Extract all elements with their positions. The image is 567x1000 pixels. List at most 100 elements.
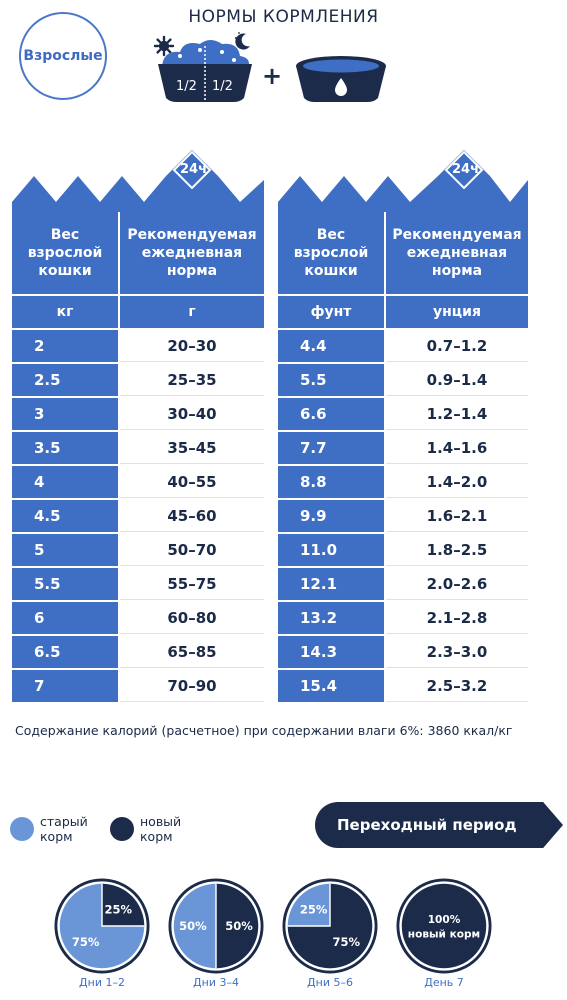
food-bowl-icon	[158, 40, 252, 102]
table-row: 6 60–80	[12, 602, 264, 636]
imperial-rows: 4.4 0.7–1.2 5.5 0.9–1.4 6.6 1.2–1.4 7.7 1.4–1.6…	[278, 330, 528, 704]
transition-pie: 25% 75% Дни 1–2	[52, 878, 152, 989]
metric-weight-header: Вес взрослой кошки	[12, 212, 120, 294]
bowl-half-left-label: 1/2	[176, 79, 197, 94]
pie-separator	[287, 883, 331, 927]
norm-cell: 2.3–3.0	[386, 636, 528, 668]
table-row: 7.7 1.4–1.6	[278, 432, 528, 466]
adult-badge: Взрослые	[19, 12, 107, 100]
weight-cell: 3.5	[12, 432, 120, 464]
moon-icon	[235, 32, 250, 50]
pie-label-old: 25%	[300, 903, 328, 917]
norm-cell: 0.9–1.4	[386, 364, 528, 396]
metric-period-label: 24ч	[180, 162, 208, 177]
weight-cell: 2	[12, 330, 120, 362]
pie-label-new: 25%	[105, 903, 133, 917]
weight-cell: 7	[12, 670, 120, 702]
table-row: 15.4 2.5–3.2	[278, 670, 528, 704]
norm-cell: 20–30	[120, 330, 264, 362]
legend-old-food: старый корм	[10, 814, 88, 844]
weight-cell: 5.5	[12, 568, 120, 600]
transition-pie: 75% 25% Дни 5–6	[280, 878, 380, 989]
weight-cell: 8.8	[278, 466, 386, 498]
pie-slice-new	[216, 883, 259, 969]
page-title: НОРМЫ КОРМЛЕНИЯ	[188, 7, 379, 27]
table-row: 7 70–90	[12, 670, 264, 704]
pie-ring	[282, 878, 378, 974]
transition-period-label: Переходный период	[337, 816, 517, 834]
table-row: 5.5 0.9–1.4	[278, 364, 528, 398]
table-row: 13.2 2.1–2.8	[278, 602, 528, 636]
norm-cell: 35–45	[120, 432, 264, 464]
table-row: 4 40–55	[12, 466, 264, 500]
pie-chart: 100% новый корм	[396, 878, 492, 974]
norm-cell: 25–35	[120, 364, 264, 396]
pie-ring	[54, 878, 150, 974]
norm-cell: 2.5–3.2	[386, 670, 528, 702]
norm-cell: 0.7–1.2	[386, 330, 528, 362]
norm-cell: 70–90	[120, 670, 264, 702]
adult-badge-label: Взрослые	[23, 48, 103, 64]
metric-norm-header: Рекомендуемая ежедневная норма	[127, 227, 257, 279]
weight-cell: 3	[12, 398, 120, 430]
bowl-half-right-label: 1/2	[212, 79, 233, 94]
imperial-weight-header: Вес взрослой кошки	[278, 212, 386, 294]
weight-cell: 6.5	[12, 636, 120, 668]
weight-cell: 4	[12, 466, 120, 498]
table-row: 8.8 1.4–2.0	[278, 466, 528, 500]
feeding-illustration: 1/2 1/2 +	[153, 32, 386, 102]
weight-cell: 5.5	[278, 364, 386, 396]
norm-cell: 45–60	[120, 500, 264, 532]
weight-cell: 13.2	[278, 602, 386, 634]
weight-cell: 15.4	[278, 670, 386, 702]
transition-period-banner: Переходный период	[315, 802, 563, 848]
norm-cell: 50–70	[120, 534, 264, 566]
norm-cell: 55–75	[120, 568, 264, 600]
weight-cell: 2.5	[12, 364, 120, 396]
norm-cell: 1.6–2.1	[386, 500, 528, 532]
table-row: 3.5 35–45	[12, 432, 264, 466]
pie-day-label: Дни 3–4	[193, 976, 239, 989]
pie-day-label: День 7	[424, 976, 464, 989]
weight-cell: 14.3	[278, 636, 386, 668]
norm-cell: 1.4–2.0	[386, 466, 528, 498]
weight-cell: 4.5	[12, 500, 120, 532]
weight-cell: 9.9	[278, 500, 386, 532]
pie-label-full: новый корм	[408, 929, 480, 941]
weight-cell: 7.7	[278, 432, 386, 464]
pie-chart: 50% 50%	[168, 878, 264, 974]
metric-rows: 2 20–30 2.5 25–35 3 30–40 3.5 35–45 4 40–55 4.5 45–…	[12, 330, 264, 704]
pie-label-new: 75%	[333, 935, 361, 949]
table-row: 6.5 65–85	[12, 636, 264, 670]
imperial-norm-header: Рекомендуемая ежедневная норма	[392, 227, 522, 279]
norm-cell: 40–55	[120, 466, 264, 498]
weight-cell: 4.4	[278, 330, 386, 362]
transition-pie: 50% 50% Дни 3–4	[166, 878, 266, 989]
norm-cell: 65–85	[120, 636, 264, 668]
table-row: 2 20–30	[12, 330, 264, 364]
metric-norm-unit: г	[188, 304, 196, 320]
weight-cell: 12.1	[278, 568, 386, 600]
table-row: 4.4 0.7–1.2	[278, 330, 528, 364]
calorie-note: Содержание калорий (расчетное) при содер…	[15, 723, 513, 738]
legend-old-dot	[10, 817, 34, 841]
metric-weight-unit: кг	[12, 296, 120, 328]
pie-label-new: 50%	[225, 919, 253, 933]
pie-ring	[396, 878, 492, 974]
weight-cell: 6	[12, 602, 120, 634]
norm-cell: 1.8–2.5	[386, 534, 528, 566]
imperial-norm-unit: унция	[433, 304, 481, 320]
table-row: 12.1 2.0–2.6	[278, 568, 528, 602]
norm-cell: 2.0–2.6	[386, 568, 528, 600]
table-row: 6.6 1.2–1.4	[278, 398, 528, 432]
norm-cell: 1.4–1.6	[386, 432, 528, 464]
pie-separator	[101, 883, 145, 927]
table-row: 9.9 1.6–2.1	[278, 500, 528, 534]
pie-label-old: 50%	[179, 919, 207, 933]
weight-cell: 5	[12, 534, 120, 566]
pie-chart: 25% 75%	[54, 878, 150, 974]
table-row: 4.5 45–60	[12, 500, 264, 534]
table-row: 5.5 55–75	[12, 568, 264, 602]
table-row: 3 30–40	[12, 398, 264, 432]
legend-new-dot	[110, 817, 134, 841]
